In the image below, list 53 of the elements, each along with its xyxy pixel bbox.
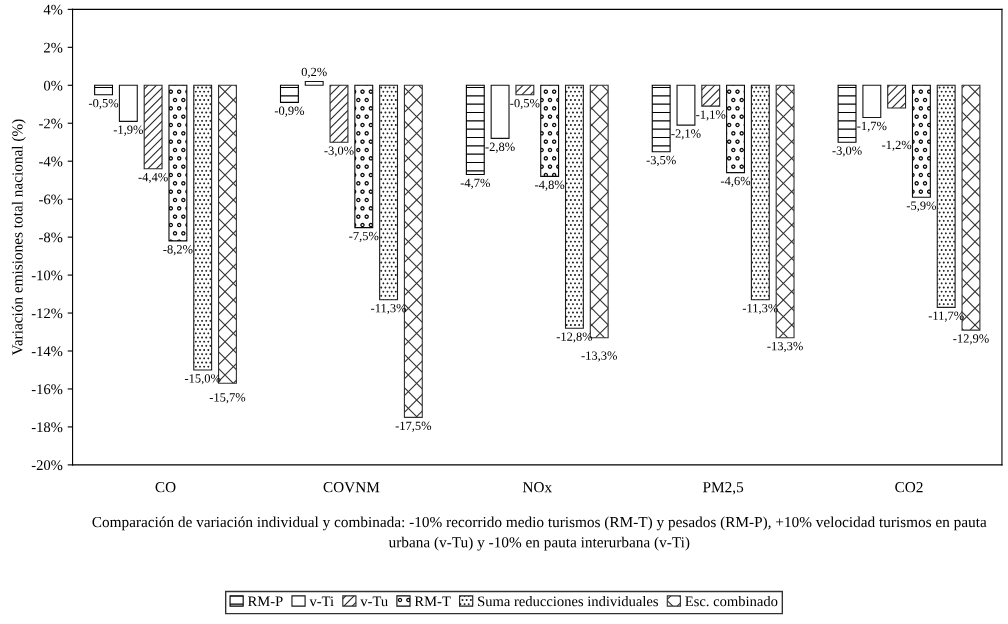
data-label: -17,5%	[395, 421, 432, 432]
data-label: -2,8%	[485, 142, 515, 153]
y-tick-label: -16%	[31, 384, 63, 395]
data-label: -0,5%	[88, 98, 119, 110]
y-tick-label: -14%	[31, 346, 63, 357]
x-tick-label: PM2,5	[702, 482, 744, 495]
data-label: -3,5%	[646, 155, 676, 167]
data-label: -4,6%	[720, 176, 751, 187]
y-tick-label: -18%	[31, 422, 63, 433]
y-tick-label: 4%	[43, 4, 63, 15]
y-tick-label: -8%	[39, 232, 63, 243]
y-tick-label: 0%	[43, 80, 63, 91]
data-label: -12,9%	[953, 334, 989, 345]
y-tick-label: -2%	[39, 118, 63, 129]
y-tick-label: -6%	[39, 194, 63, 205]
data-label: -0,9%	[274, 106, 305, 117]
x-tick-label: COVNM	[323, 482, 380, 493]
legend-label: RM-P	[247, 596, 283, 607]
data-label: -1,1%	[696, 110, 726, 121]
y-axis-title: Variación emisiones total nacional (%)	[11, 119, 26, 356]
data-label: -3,0%	[324, 146, 354, 157]
data-label: -1,9%	[113, 125, 144, 136]
x-tick-label: CO2	[895, 482, 923, 493]
data-label: -5,9%	[906, 201, 937, 212]
data-label: -13,3%	[581, 351, 618, 362]
x-axis-title: Comparación de variación individual y combinada: -10% recorrido medio turismos (RM-T) y pesados (RM-P), +10% velocidad turismos en pauta urbana (v-Tu) y -10% en pauta interurbana (v-Ti)	[92, 516, 987, 551]
legend-label: v-Tu	[360, 596, 388, 607]
data-label: -7,5%	[349, 231, 379, 243]
data-label: -1,2%	[881, 140, 912, 151]
legend-label: v-Ti	[309, 596, 334, 607]
x-tick-label: CO	[155, 482, 176, 493]
y-tick-label: -10%	[31, 270, 63, 281]
legend-label: Esc. combinado	[685, 595, 778, 607]
data-label: -4,4%	[138, 172, 168, 184]
data-label: -12,8%	[556, 332, 593, 343]
y-tick-label: 2%	[44, 42, 63, 53]
data-label: 0,2%	[301, 67, 327, 78]
data-label: -3,0%	[832, 146, 862, 157]
legend-label: Suma reducciones individuales	[478, 595, 659, 607]
data-label: -1,7%	[857, 121, 887, 132]
data-label: -4,7%	[460, 178, 490, 189]
data-label: -2,1%	[671, 129, 701, 140]
data-label: -4,8%	[535, 180, 565, 191]
data-label: -15,7%	[209, 393, 246, 404]
data-label: -8,2%	[163, 245, 193, 256]
y-tick-label: -4%	[39, 156, 63, 167]
data-label: -11,7%	[928, 311, 964, 322]
y-tick-label: -12%	[31, 308, 63, 319]
legend-label: RM-T	[414, 596, 451, 607]
data-label: -0,5%	[510, 98, 540, 110]
x-tick-label: NOx	[522, 482, 552, 493]
data-label: -13,3%	[767, 341, 803, 353]
y-tick-label: -20%	[31, 460, 63, 471]
